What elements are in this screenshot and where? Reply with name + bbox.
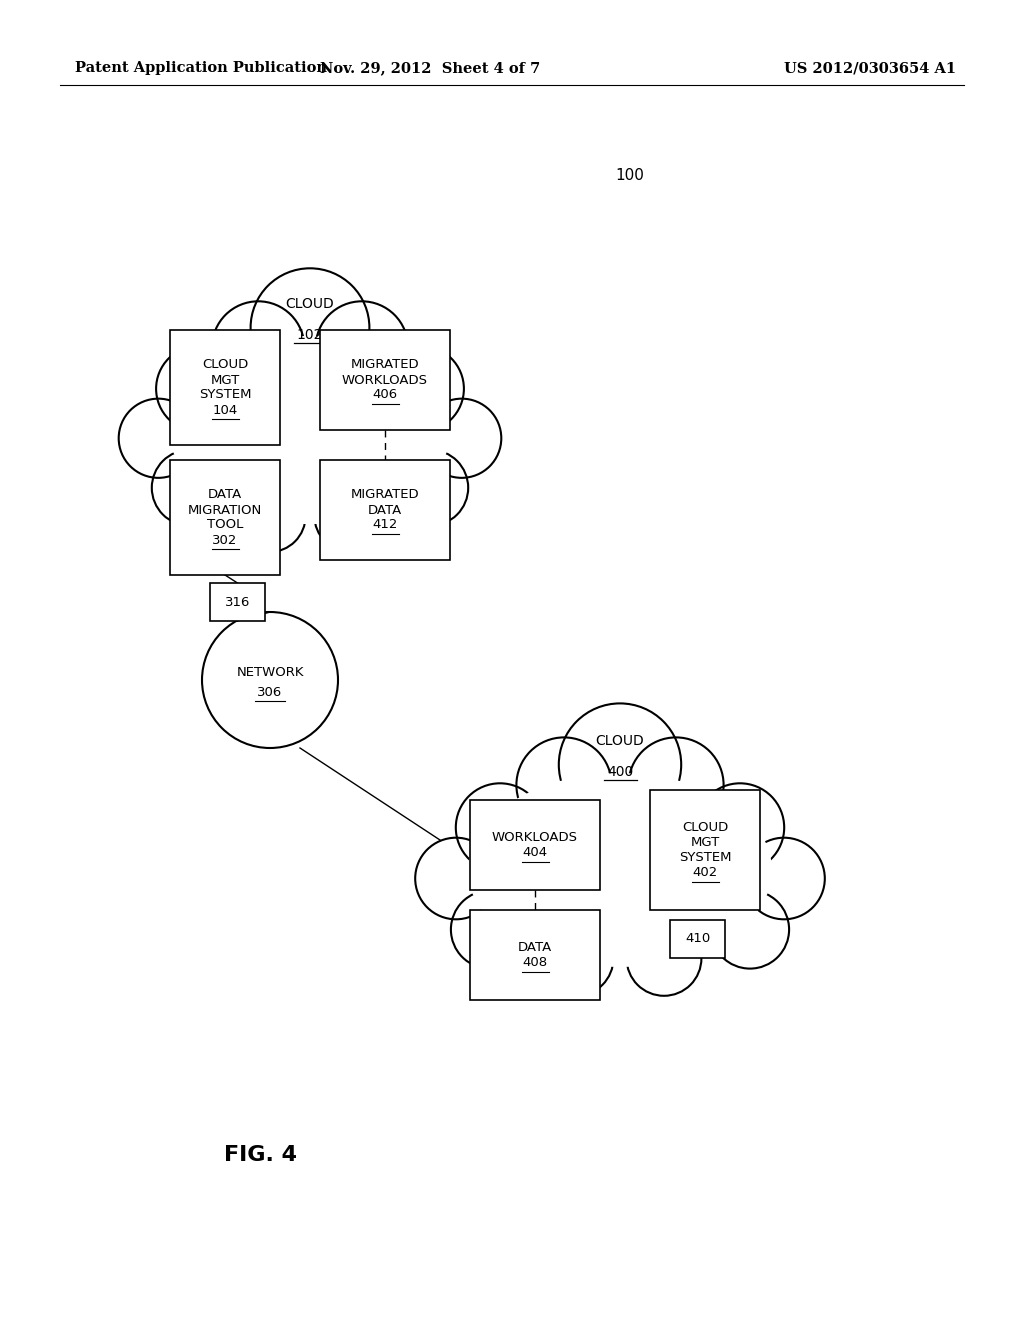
Text: TOOL: TOOL: [207, 519, 243, 532]
Text: DATA: DATA: [518, 941, 552, 954]
Text: 412: 412: [373, 519, 397, 532]
FancyBboxPatch shape: [319, 330, 450, 430]
Text: CLOUD: CLOUD: [202, 359, 248, 371]
Text: 404: 404: [522, 846, 548, 859]
Text: DATA: DATA: [368, 503, 402, 516]
FancyBboxPatch shape: [170, 330, 280, 445]
Text: MIGRATED: MIGRATED: [350, 359, 419, 371]
Circle shape: [629, 738, 724, 833]
Circle shape: [156, 346, 242, 432]
Text: SYSTEM: SYSTEM: [679, 851, 731, 865]
Text: NETWORK: NETWORK: [237, 665, 304, 678]
Ellipse shape: [465, 770, 775, 970]
Text: Nov. 29, 2012  Sheet 4 of 7: Nov. 29, 2012 Sheet 4 of 7: [319, 61, 540, 75]
Text: FIG. 4: FIG. 4: [223, 1144, 297, 1166]
Circle shape: [233, 479, 305, 552]
Text: CLOUD: CLOUD: [596, 734, 644, 747]
Circle shape: [392, 450, 468, 525]
Ellipse shape: [468, 774, 772, 966]
Circle shape: [451, 891, 529, 969]
Circle shape: [422, 399, 502, 478]
Text: SYSTEM: SYSTEM: [199, 388, 251, 401]
Text: 406: 406: [373, 388, 397, 401]
Text: 104: 104: [212, 404, 238, 417]
Text: 302: 302: [212, 533, 238, 546]
FancyBboxPatch shape: [170, 459, 280, 576]
Text: 306: 306: [257, 685, 283, 698]
Text: 410: 410: [685, 932, 710, 945]
Text: 402: 402: [692, 866, 718, 879]
FancyBboxPatch shape: [319, 459, 450, 560]
Circle shape: [415, 838, 497, 919]
Text: 316: 316: [225, 595, 250, 609]
Circle shape: [202, 612, 338, 748]
Circle shape: [559, 704, 681, 826]
Circle shape: [314, 479, 387, 552]
Circle shape: [119, 399, 198, 478]
Text: US 2012/0303654 A1: US 2012/0303654 A1: [784, 61, 956, 75]
FancyBboxPatch shape: [470, 800, 600, 890]
Circle shape: [695, 783, 784, 871]
Ellipse shape: [169, 337, 451, 524]
Text: 408: 408: [522, 956, 548, 969]
Circle shape: [627, 921, 701, 995]
Ellipse shape: [167, 333, 454, 528]
Circle shape: [516, 738, 611, 833]
FancyBboxPatch shape: [650, 789, 760, 909]
Text: WORKLOADS: WORKLOADS: [342, 374, 428, 387]
Circle shape: [743, 838, 824, 919]
Circle shape: [456, 783, 544, 871]
Circle shape: [152, 450, 227, 525]
Text: MGT: MGT: [690, 836, 720, 849]
Circle shape: [378, 346, 464, 432]
Circle shape: [711, 891, 790, 969]
Text: 100: 100: [615, 168, 644, 182]
FancyBboxPatch shape: [210, 583, 265, 620]
Text: 400: 400: [607, 764, 633, 779]
Text: MGT: MGT: [210, 374, 240, 387]
Text: 102: 102: [297, 327, 324, 342]
Text: CLOUD: CLOUD: [286, 297, 335, 312]
Circle shape: [539, 921, 613, 995]
Text: Patent Application Publication: Patent Application Publication: [75, 61, 327, 75]
Circle shape: [212, 301, 304, 393]
Text: WORKLOADS: WORKLOADS: [492, 832, 578, 843]
Circle shape: [315, 301, 408, 393]
FancyBboxPatch shape: [670, 920, 725, 958]
Text: MIGRATED: MIGRATED: [350, 488, 419, 502]
Text: CLOUD: CLOUD: [682, 821, 728, 834]
FancyBboxPatch shape: [470, 909, 600, 1001]
Text: DATA: DATA: [208, 488, 242, 502]
Circle shape: [251, 268, 370, 387]
Text: MIGRATION: MIGRATION: [187, 503, 262, 516]
